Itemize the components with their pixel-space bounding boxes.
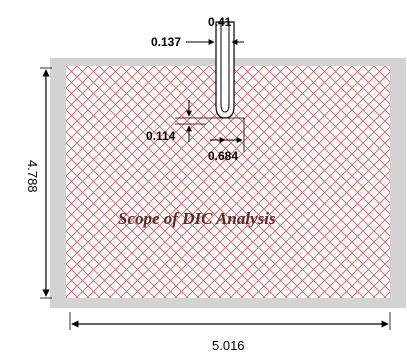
dim-notch-radius: 0.114 (146, 129, 176, 143)
dim-slit-width: 0.41 (208, 15, 232, 29)
notch-slit (215, 21, 235, 119)
dic-region-label: Scope of DIC Analysis (118, 209, 276, 228)
notch-slit-inner (220, 22, 230, 113)
dim-slit-offset: 0.137 (151, 35, 181, 49)
dim-notch-depth: 0.684 (208, 149, 238, 163)
dim-specimen-width: 5.016 (212, 338, 245, 353)
dim-specimen-height: 4.788 (25, 160, 40, 193)
